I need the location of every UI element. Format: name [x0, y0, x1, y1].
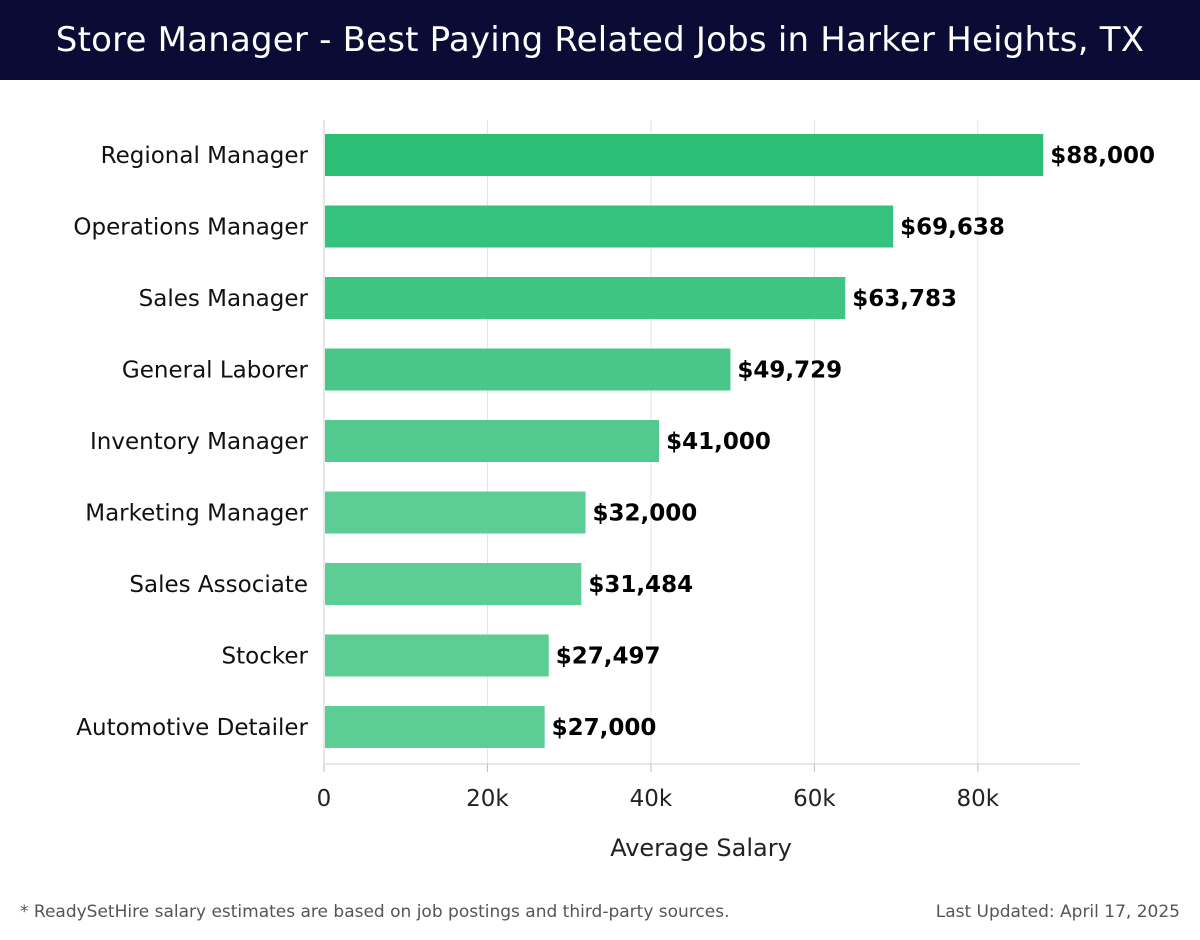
- value-label: $32,000: [593, 501, 698, 527]
- bar: [325, 277, 846, 319]
- category-label: Regional Manager: [101, 143, 309, 169]
- category-label: Inventory Manager: [90, 429, 309, 455]
- category-label: Stocker: [222, 644, 309, 670]
- value-label: $27,497: [556, 644, 661, 670]
- footnote: * ReadySetHire salary estimates are base…: [20, 902, 730, 922]
- category-label: Operations Manager: [73, 215, 308, 241]
- bars: [325, 134, 1044, 748]
- bar: [325, 420, 660, 462]
- x-tick-label: 60k: [793, 786, 836, 812]
- category-labels: Regional Manager Operations Manager Sales …: [73, 143, 308, 741]
- x-axis: 0 20k 40k 60k 80k: [317, 120, 1080, 812]
- value-label: $88,000: [1050, 143, 1155, 169]
- category-label: Automotive Detailer: [76, 715, 308, 741]
- bar-chart: Regional Manager Operations Manager Sales …: [73, 120, 1155, 862]
- value-label: $27,000: [552, 715, 657, 741]
- bar: [325, 706, 545, 748]
- x-axis-title: Average Salary: [610, 834, 792, 862]
- category-label: General Laborer: [122, 358, 309, 384]
- bar: [325, 563, 582, 605]
- value-labels: $88,000 $69,638 $63,783 $49,729 $41,000 $32,0…: [552, 143, 1155, 741]
- bar: [325, 348, 731, 391]
- value-label: $69,638: [900, 215, 1005, 241]
- chart-title: Store Manager - Best Paying Related Jobs…: [55, 20, 1145, 60]
- bar: [325, 491, 586, 534]
- last-updated: Last Updated: April 17, 2025: [935, 902, 1180, 922]
- x-tick-label: 40k: [630, 786, 673, 812]
- x-tick-label: 20k: [466, 786, 509, 812]
- bar: [325, 134, 1044, 176]
- value-label: $31,484: [588, 572, 693, 598]
- value-label: $63,783: [852, 286, 957, 312]
- x-tick-label: 0: [317, 786, 332, 812]
- bar: [325, 634, 549, 677]
- value-label: $41,000: [666, 429, 771, 455]
- bar: [325, 205, 894, 248]
- category-label: Marketing Manager: [85, 501, 308, 527]
- category-label: Sales Associate: [129, 572, 308, 598]
- category-label: Sales Manager: [139, 286, 309, 312]
- value-label: $49,729: [737, 358, 842, 384]
- chart-header: Store Manager - Best Paying Related Jobs…: [0, 0, 1200, 80]
- x-tick-label: 80k: [957, 786, 1000, 812]
